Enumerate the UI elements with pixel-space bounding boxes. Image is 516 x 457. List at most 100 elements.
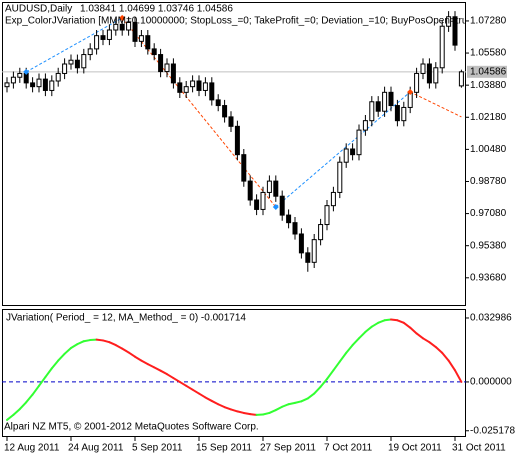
footer: Alpari NZ MT5, © 2001-2012 MetaQuotes So… [4,422,259,433]
indicator-segment [140,359,149,366]
candle-body [266,180,272,193]
indicator-segment [377,319,386,324]
indicator-segment [198,392,207,399]
indicator-segment [390,318,399,322]
indicator-segment [441,351,450,362]
indicator-segment [287,401,296,406]
indicator-segment [159,369,168,376]
indicator-segment [281,403,290,408]
candle-body [151,48,157,56]
candle-body [55,72,61,82]
candle-body [318,224,324,241]
candle-body [196,80,202,91]
header: AUDUSD,Daily 1.03841 1.04699 1.03746 1.0… [5,4,491,27]
candle-body [305,252,311,263]
indicator-segment [217,403,226,409]
y-tick-label: 1.02180 [470,112,507,123]
candle-body [452,16,458,46]
candle-body [49,80,55,91]
indicator-segment [351,337,360,347]
candle-body [183,86,189,93]
candle-body [286,214,292,224]
current-price-box [467,65,507,78]
indicator-segment [319,378,328,388]
indicator-segment [82,339,92,343]
indicator-segment [300,397,309,403]
candle-body [100,35,106,40]
candle-body [228,116,234,127]
x-tick-label: 24 Aug 2011 [68,443,124,454]
y-tick-label: -0.025178 [470,425,515,436]
x-tick-label: 7 Oct 2011 [324,443,373,454]
indicator-plot [2,318,466,421]
main-plot [2,11,466,272]
candle-body [375,101,381,112]
indicator-segment [447,359,456,372]
signal-marker [23,68,30,75]
candle-body [119,23,125,31]
indicator-segment [25,393,34,404]
indicator-segment [146,363,156,369]
indicator-segment [38,376,47,387]
candle-body [62,63,68,74]
signal-marker [119,14,126,21]
indicator-segment [204,396,213,402]
indicator-segment [415,332,424,340]
candle-body [369,101,375,122]
indicator-segment [108,341,117,347]
candle-body [10,76,16,84]
indicator-segment [345,344,354,354]
indicator-segment [70,343,79,350]
indicator-segment [6,413,15,421]
indicator-segment [121,347,130,354]
y-tick-label: 1.07280 [470,16,507,27]
signal-marker [407,88,414,95]
candle-body [337,161,343,193]
symbol: AUDUSD,Daily [5,4,72,15]
indicator-segment [402,321,412,329]
expert: Exp_ColorJVariation [MMM=0.10000000; Sto… [5,16,491,27]
candle-body [4,82,10,88]
candle-body [330,191,336,207]
candle-body [241,154,247,182]
indicator-segment [268,409,277,414]
indicator-frame [2,309,466,437]
indicator-segment [422,337,431,344]
indicator-segment [274,405,284,412]
indicator-segment [12,408,21,416]
indicator-segment [370,321,380,328]
indicator-segment [134,355,143,362]
candle-body [138,35,144,42]
candle-body [17,72,23,78]
candle-body [94,35,100,50]
indicator-segment [18,401,28,411]
indicator-segment [454,369,463,383]
y-tick-label: 0.95380 [470,240,507,251]
candle-body [215,99,221,107]
candle-body [343,148,349,163]
indicator-segment [313,385,322,395]
candle-body [113,23,119,31]
candle-body [350,148,356,156]
indicator-segment [127,351,136,358]
candle-body [446,16,452,27]
indicator-segment [306,392,316,400]
axes: 1.07280 1.05580 1.03880 1.02180 1.00480 0.987… [4,16,515,454]
indicator-segment [95,338,104,342]
candle-body [81,54,87,69]
indicator-title: JVariation( Period_ = 12, MA_Method_ = 0… [6,313,246,324]
indicator-segment [249,413,258,416]
candle-body [401,106,407,122]
indicator-segment [153,366,162,372]
candle-body [362,120,368,131]
indicator-segment [191,388,200,395]
signal-line [409,91,462,118]
indicator-segment [434,346,444,354]
indicator-segment [383,318,392,322]
candle-body [279,195,285,216]
indicator-segment [102,339,111,344]
candle-body [388,91,394,107]
signal-line [25,17,123,73]
candle-body [202,82,208,91]
